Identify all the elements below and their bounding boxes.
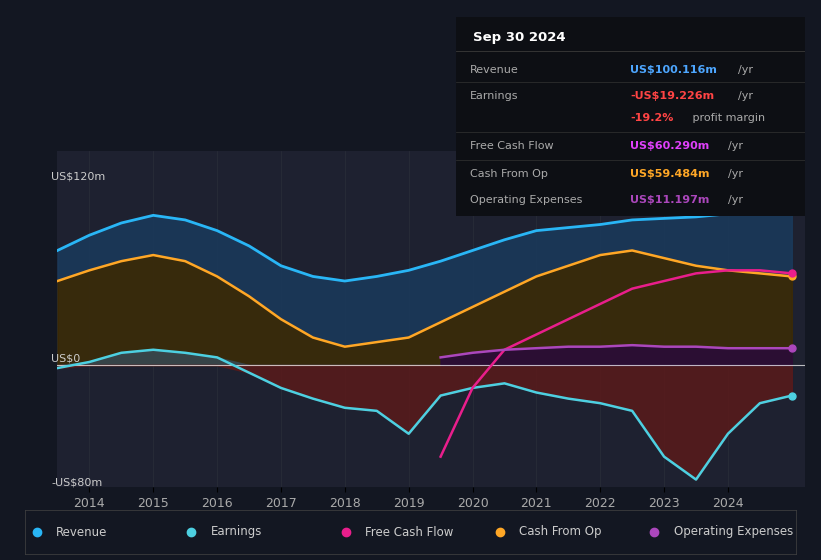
Text: Free Cash Flow: Free Cash Flow bbox=[365, 525, 453, 539]
Text: US$60.290m: US$60.290m bbox=[631, 141, 709, 151]
Text: /yr: /yr bbox=[728, 141, 743, 151]
Text: Earnings: Earnings bbox=[470, 91, 518, 101]
Text: US$120m: US$120m bbox=[51, 172, 105, 182]
Text: -19.2%: -19.2% bbox=[631, 113, 673, 123]
Text: /yr: /yr bbox=[728, 195, 743, 205]
Text: US$59.484m: US$59.484m bbox=[631, 169, 709, 179]
Text: Sep 30 2024: Sep 30 2024 bbox=[473, 31, 566, 44]
Text: Revenue: Revenue bbox=[57, 525, 108, 539]
Text: Earnings: Earnings bbox=[211, 525, 262, 539]
Text: US$100.116m: US$100.116m bbox=[631, 66, 717, 76]
Text: /yr: /yr bbox=[728, 169, 743, 179]
Text: Cash From Op: Cash From Op bbox=[520, 525, 602, 539]
Text: /yr: /yr bbox=[737, 91, 753, 101]
Text: US$11.197m: US$11.197m bbox=[631, 195, 709, 205]
Text: -US$80m: -US$80m bbox=[51, 477, 103, 487]
Text: Revenue: Revenue bbox=[470, 66, 518, 76]
Text: -US$19.226m: -US$19.226m bbox=[631, 91, 714, 101]
Text: Operating Expenses: Operating Expenses bbox=[470, 195, 582, 205]
Text: Free Cash Flow: Free Cash Flow bbox=[470, 141, 553, 151]
Text: /yr: /yr bbox=[737, 66, 753, 76]
Text: Cash From Op: Cash From Op bbox=[470, 169, 548, 179]
Text: profit margin: profit margin bbox=[689, 113, 765, 123]
Text: Operating Expenses: Operating Expenses bbox=[674, 525, 793, 539]
Text: US$0: US$0 bbox=[51, 353, 80, 363]
